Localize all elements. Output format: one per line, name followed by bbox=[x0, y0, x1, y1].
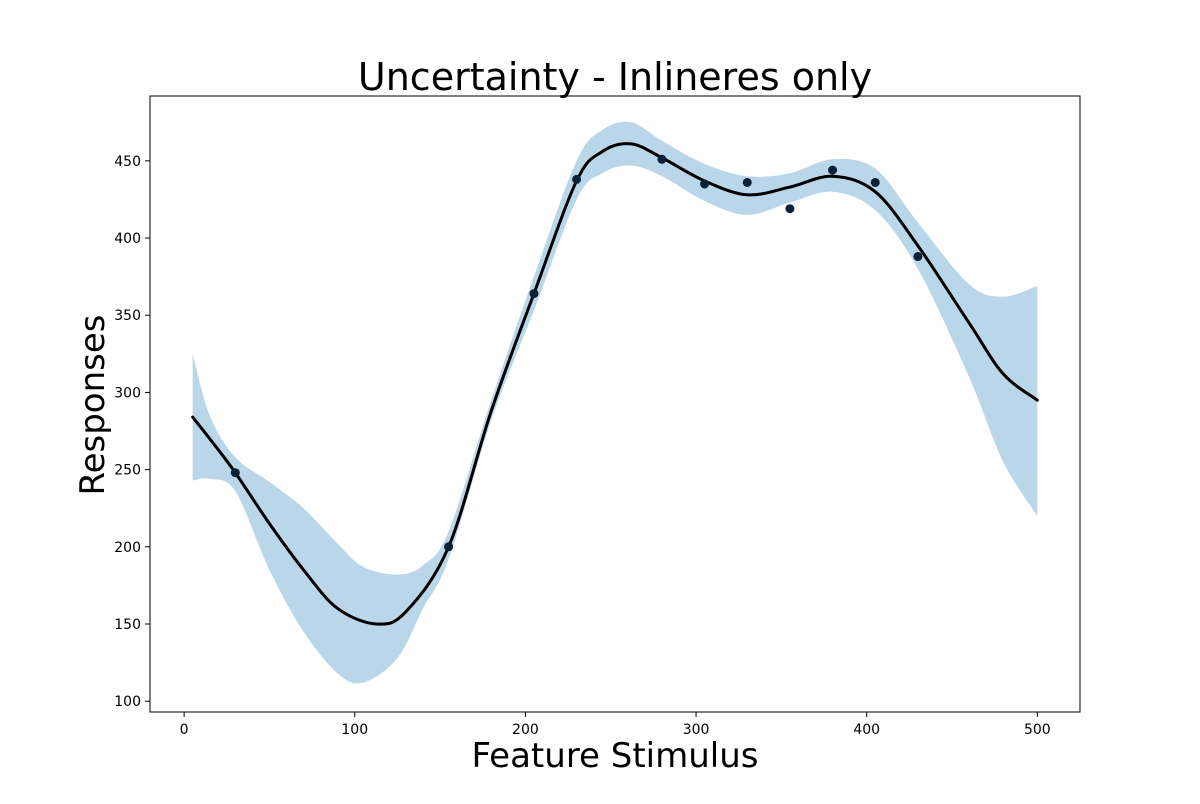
data-point bbox=[230, 468, 240, 478]
y-axis-label: Responses bbox=[73, 314, 113, 495]
plot-area bbox=[191, 121, 1039, 684]
chart-title: Uncertainty - Inlineres only bbox=[358, 55, 872, 99]
x-tick-label: 400 bbox=[853, 722, 880, 738]
data-point bbox=[742, 177, 752, 187]
y-tick-label: 100 bbox=[114, 694, 141, 710]
y-tick-label: 400 bbox=[114, 231, 141, 247]
x-tick-label: 200 bbox=[512, 722, 539, 738]
y-tick-label: 300 bbox=[114, 385, 141, 401]
data-point bbox=[444, 542, 454, 552]
y-tick-label: 150 bbox=[114, 617, 141, 633]
x-axis: 0 100 200 300 400 500 bbox=[180, 712, 1051, 738]
data-point bbox=[785, 204, 795, 214]
data-point bbox=[529, 289, 539, 299]
x-axis-label: Feature Stimulus bbox=[471, 736, 758, 776]
y-tick-label: 200 bbox=[114, 540, 141, 556]
x-tick-label: 300 bbox=[683, 722, 710, 738]
data-point bbox=[870, 177, 880, 187]
y-tick-label: 450 bbox=[114, 154, 141, 170]
x-tick-label: 100 bbox=[341, 722, 368, 738]
y-tick-label: 350 bbox=[114, 308, 141, 324]
x-tick-label: 0 bbox=[180, 722, 189, 738]
data-point bbox=[700, 179, 710, 189]
x-tick-label: 500 bbox=[1024, 722, 1051, 738]
y-axis: 100 150 200 250 300 350 400 450 bbox=[114, 154, 150, 710]
data-point bbox=[657, 154, 667, 164]
data-point bbox=[828, 165, 838, 175]
data-point bbox=[913, 252, 923, 262]
axes-frame bbox=[149, 95, 1081, 713]
y-tick-label: 250 bbox=[114, 463, 141, 479]
data-point bbox=[572, 174, 582, 184]
